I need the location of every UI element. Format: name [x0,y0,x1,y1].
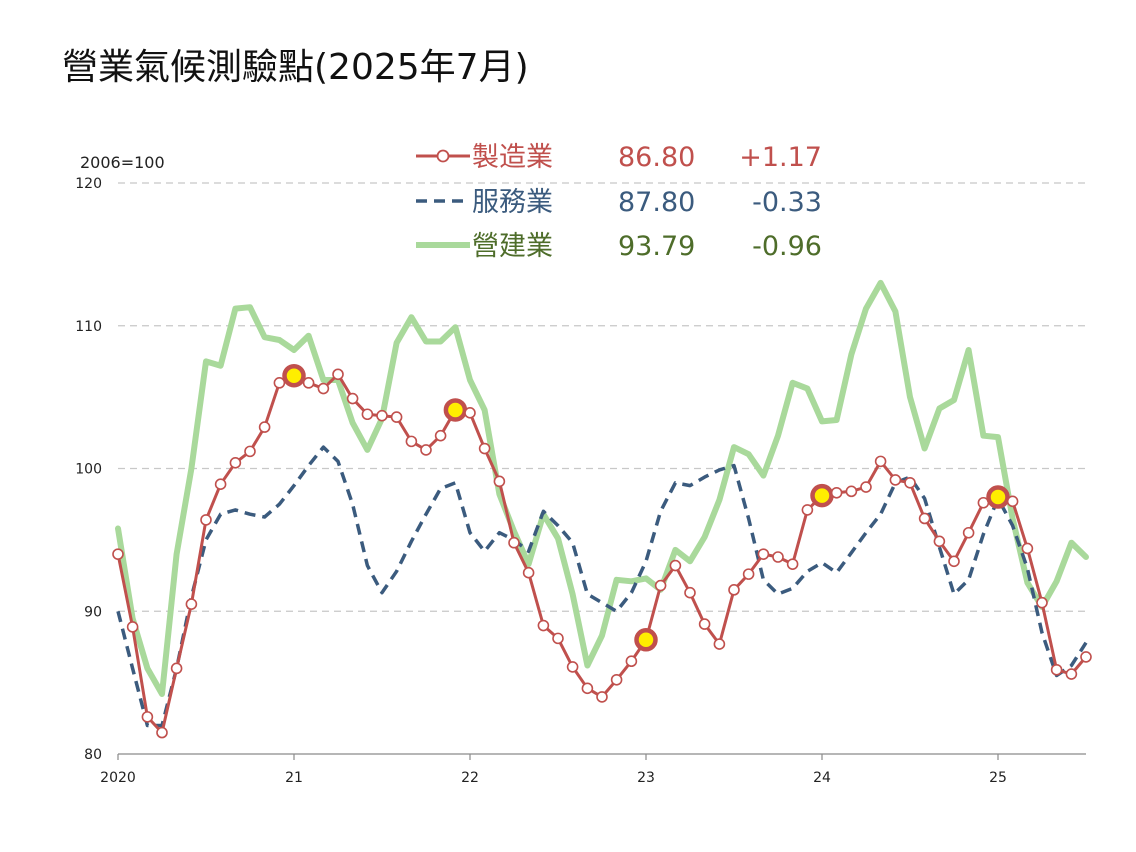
data-point [757,548,770,560]
data-point [845,485,858,498]
data-point [141,711,154,723]
data-point [1036,596,1048,609]
y-tick-label: 80 [84,747,102,763]
x-tick-label: 23 [637,770,655,786]
data-point [698,618,711,630]
page-title: 營業氣候測驗點(2025年7月) [62,47,529,88]
series-lines [112,279,1092,739]
y-tick-label: 100 [75,462,102,478]
data-point [112,548,124,560]
data-point [317,382,330,395]
data-point [522,566,535,579]
y-tick-label: 120 [75,176,102,192]
legend-latest-value: 87.80 [618,187,695,218]
data-point [185,598,198,610]
x-tick-label: 22 [461,770,479,786]
data-point [420,444,432,456]
data-point [1006,495,1019,508]
data-point [258,421,271,433]
highlight-point [282,363,306,388]
y-tick-label: 90 [84,604,102,620]
data-point [244,445,256,458]
data-point [214,478,227,491]
data-point [156,726,168,739]
highlight-point [443,398,468,422]
data-point [493,475,506,488]
highlight-point [986,485,1010,509]
legend-name: 服務業 [472,187,553,218]
data-point [918,512,931,525]
data-point [713,638,726,650]
y-tick-label: 110 [75,319,102,335]
data-point [566,661,579,673]
data-point [874,455,887,468]
data-point [786,558,799,570]
data-point [610,673,623,686]
data-point [537,619,550,632]
data-point [654,579,667,592]
data-point [1050,663,1063,676]
data-point [478,442,491,455]
y-axis: 80 90 100 110 120 [75,176,102,763]
legend-name: 營建業 [472,231,553,262]
data-point [200,514,212,526]
data-point [581,682,594,695]
legend: 製造業 86.80 +1.17 服務業 87.80 -0.33 營建業 93.79 -0.96 [416,142,822,262]
highlight-point [634,628,658,652]
data-point [625,655,638,668]
data-point [170,662,183,675]
series-line-1 [116,445,1088,728]
data-point [376,409,388,422]
data-point [889,474,902,486]
data-point [552,632,564,645]
base-label: 2006=100 [80,153,165,172]
x-axis: 2020 21 22 23 24 25 [100,753,1086,786]
data-point [405,435,418,448]
data-point [1065,668,1078,680]
data-point [933,535,946,548]
legend-latest-value: 86.80 [618,142,695,173]
data-point [669,559,682,572]
data-point [801,504,814,516]
data-point [1021,542,1034,555]
data-point [508,536,520,549]
legend-name: 製造業 [472,142,553,173]
x-tick-label: 25 [989,770,1007,786]
data-point [229,456,242,469]
data-point [273,377,286,389]
data-point [962,526,975,539]
data-point [1080,651,1092,663]
legend-change-value: +1.17 [739,142,822,173]
legend-change-value: -0.96 [752,231,822,262]
data-point [948,555,960,568]
data-point [390,411,403,423]
legend-marker [436,149,450,163]
data-point [684,586,696,599]
x-tick-label: 21 [285,770,303,786]
x-tick-label: 2020 [100,770,136,786]
highlight-point [810,483,834,508]
data-point [772,551,784,563]
legend-change-value: -0.33 [752,187,822,218]
x-tick-label: 24 [813,770,831,786]
series-line-2 [115,279,1089,697]
data-point [302,377,315,389]
data-point [346,392,359,405]
legend-latest-value: 93.79 [618,231,695,262]
data-point [830,486,843,499]
data-point [904,476,916,489]
grid-lines [118,182,1086,612]
data-point [596,691,608,703]
data-point [860,481,872,493]
data-point [434,429,447,442]
data-point [126,621,139,633]
data-point [332,368,344,381]
data-point [742,568,755,580]
data-point [464,407,476,419]
data-point [728,584,740,596]
data-point [361,408,374,421]
